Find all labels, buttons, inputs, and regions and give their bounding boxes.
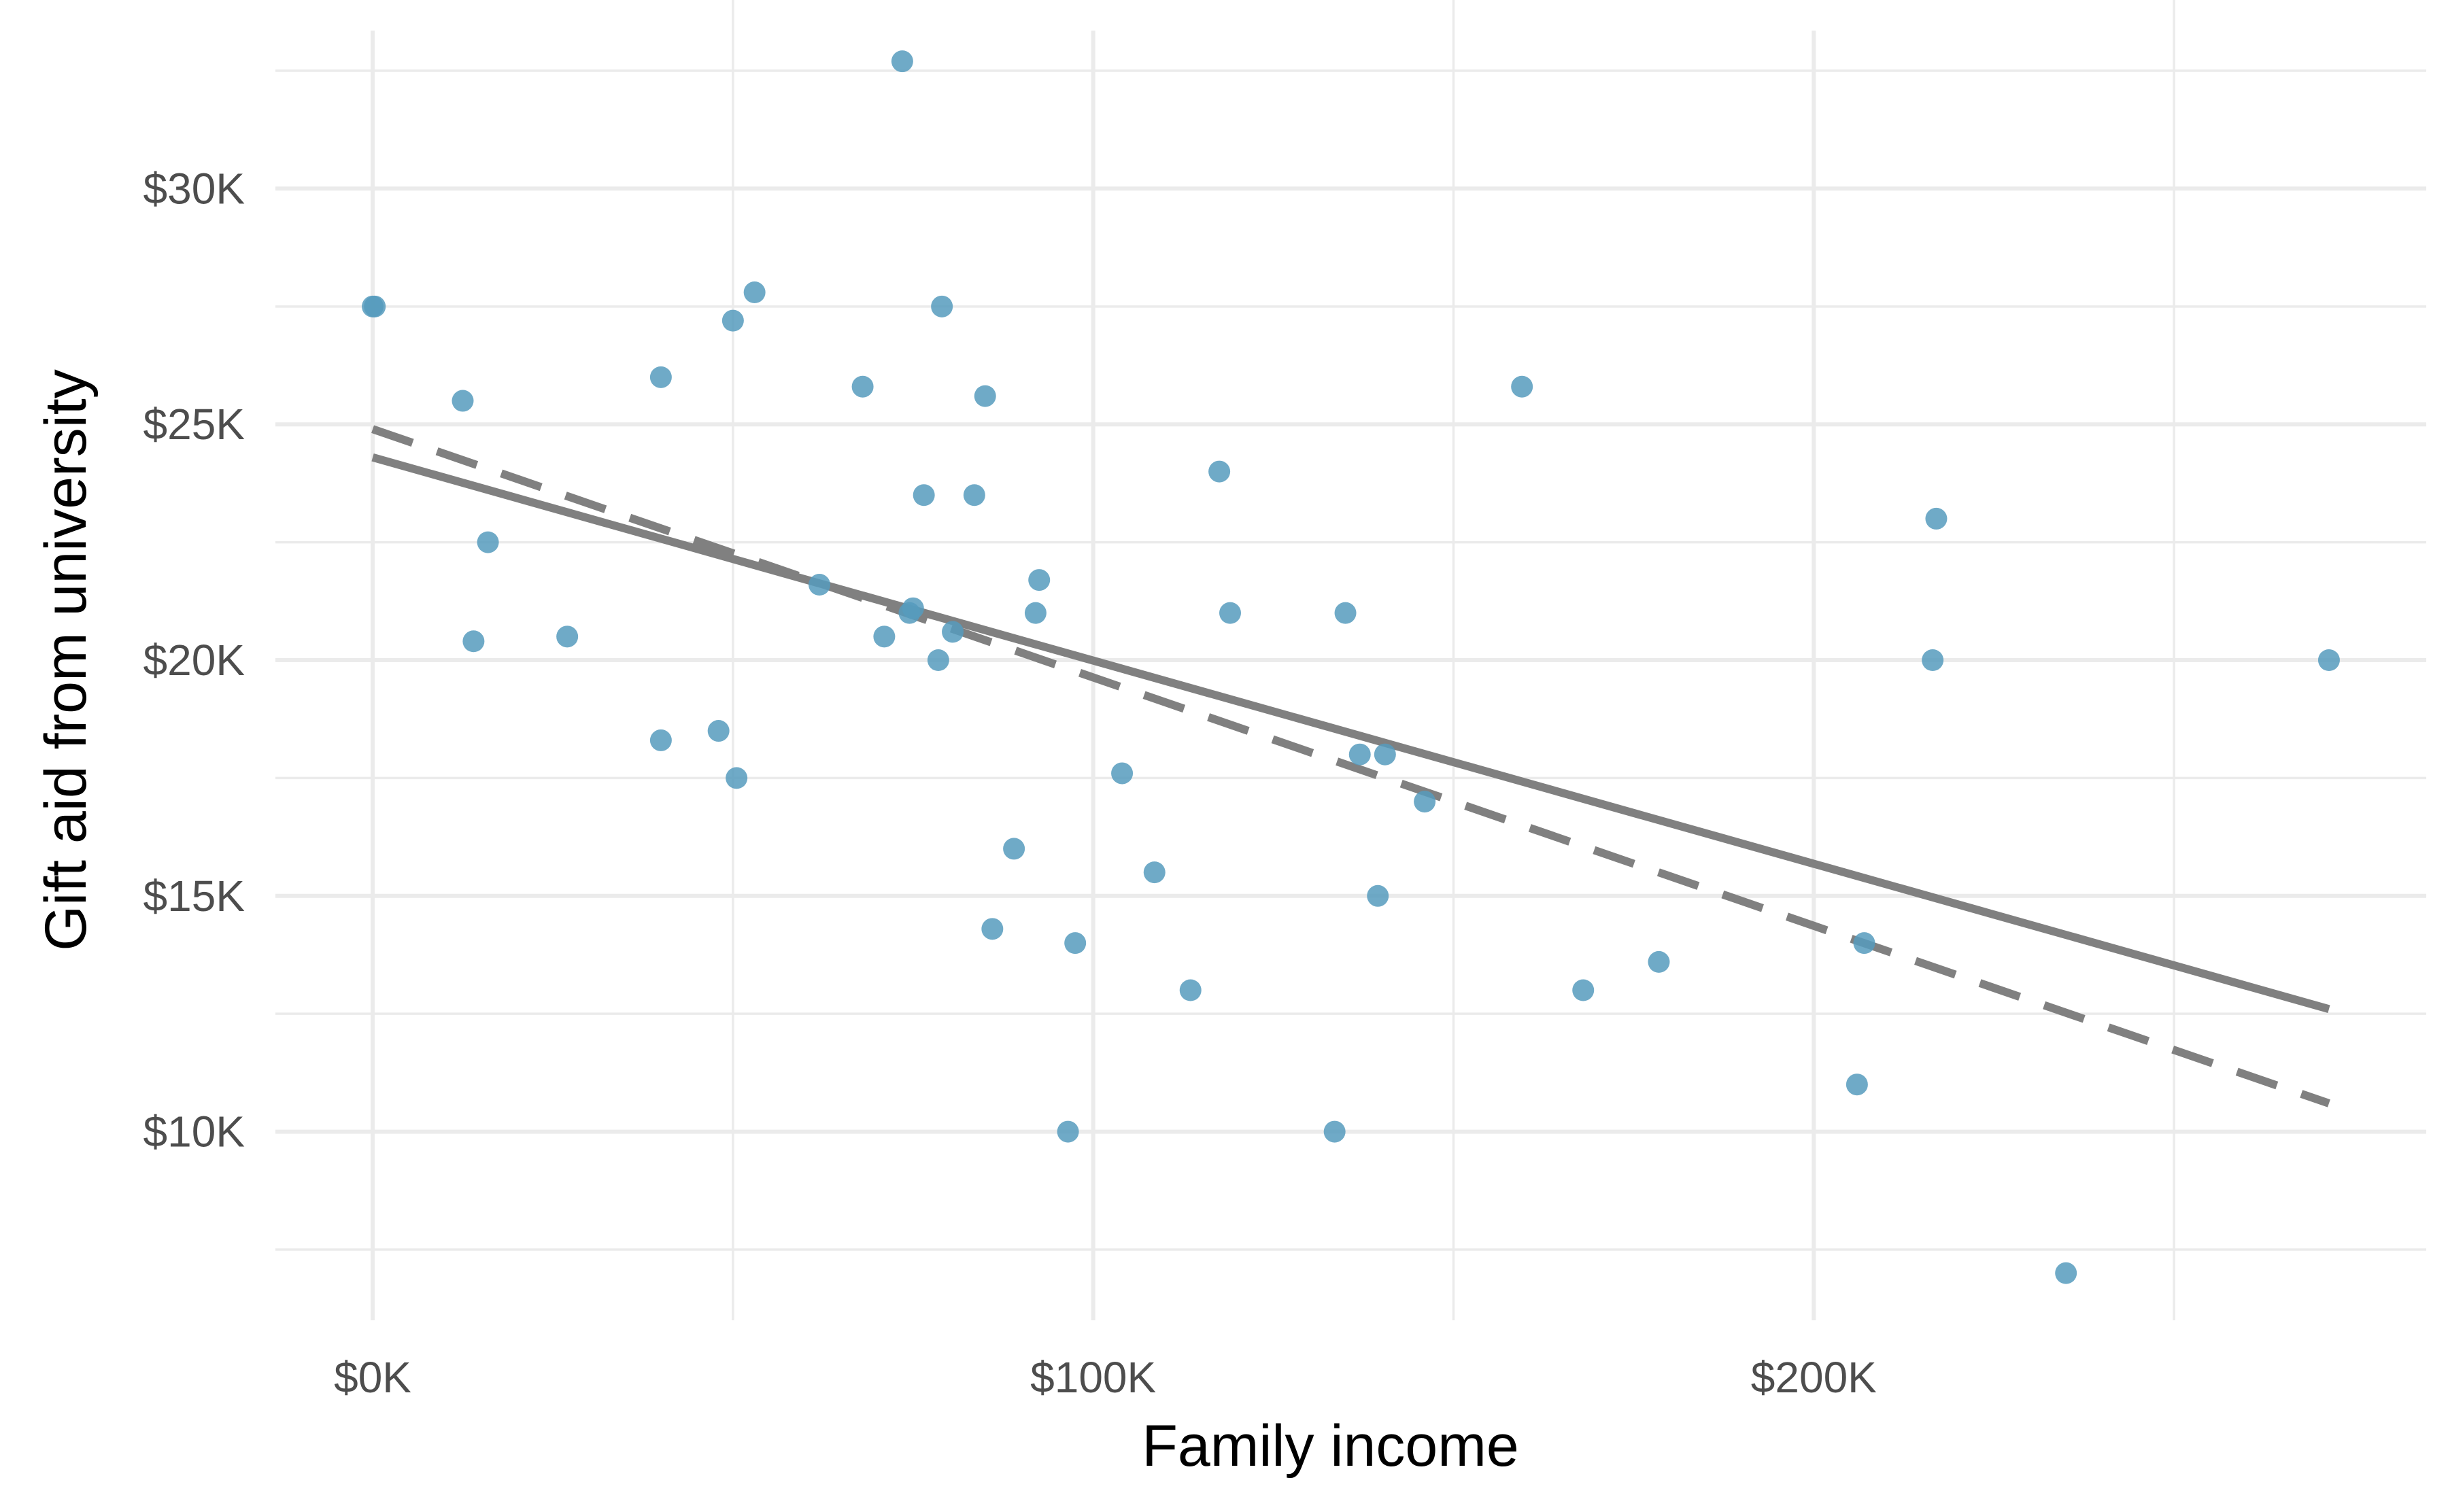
data-point [649,366,672,388]
data-point [1853,932,1875,955]
grid-lines [275,0,2426,1320]
data-point [364,295,386,317]
data-point [1219,602,1242,624]
data-point [1323,1120,1346,1143]
data-points [362,50,2340,1284]
data-point [477,531,499,553]
data-point [2317,649,2340,671]
data-point [721,309,744,332]
data-point [1511,375,1533,398]
data-point [1208,460,1231,483]
data-point [1003,838,1025,860]
data-point [726,767,748,789]
data-point [1143,861,1166,884]
x-axis-title: Family income [1142,1413,1518,1479]
data-point [462,630,485,653]
data-point [963,484,985,506]
y-tick-label: $25K [143,400,245,449]
data-point [981,918,1004,940]
data-point [556,625,579,648]
data-point [1111,762,1134,785]
data-point [1925,507,1948,530]
data-point [1179,979,1202,1001]
data-point [942,621,964,643]
data-point [851,375,874,398]
x-tick-label: $200K [1751,1353,1877,1402]
data-point [913,484,935,506]
data-point [1374,743,1396,766]
data-point [452,390,474,412]
x-tick-label: $0K [334,1353,411,1402]
tick-labels: $0K $100K $200K $10K $15K $20K $25K $30K [143,164,1877,1402]
dashed-fit-line [371,425,2330,1107]
y-tick-label: $15K [143,872,245,921]
data-point [1572,979,1595,1001]
data-point [891,50,913,73]
y-tick-label: $30K [143,164,245,213]
data-point [1367,884,1389,907]
y-tick-label: $10K [143,1107,245,1156]
data-point [1846,1073,1868,1096]
y-axis-title: Gift aid from university [33,369,99,950]
data-point [1414,791,1436,813]
data-point [1064,932,1087,955]
data-point [1028,569,1051,591]
data-point [1922,649,1944,671]
data-point [902,597,924,619]
data-point [649,729,672,751]
x-tick-label: $100K [1030,1353,1156,1402]
data-point [931,295,953,317]
data-point [743,281,766,304]
data-point [2055,1262,2077,1284]
data-point [927,649,949,671]
data-point [1648,950,1670,973]
data-point [1057,1120,1079,1143]
data-point [873,625,896,648]
data-point [1348,743,1371,766]
data-point [707,720,730,742]
data-point [1024,602,1047,624]
data-point [974,385,996,407]
data-point [1334,602,1357,624]
y-tick-label: $20K [143,636,245,685]
solid-fit-line [371,453,2330,1014]
regression-lines [371,425,2330,1107]
data-point [809,574,831,596]
